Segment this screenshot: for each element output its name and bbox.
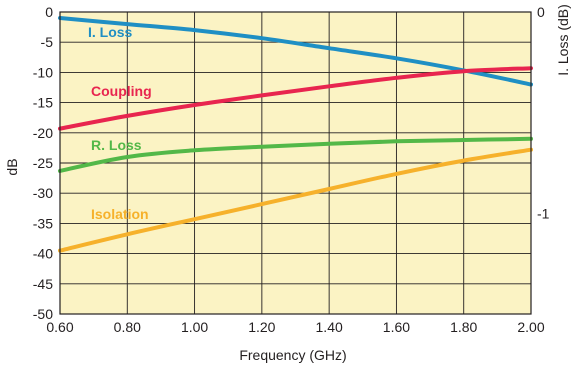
x-axis-ticks: 0.60 0.80 1.00 1.20 1.40 1.60 1.80 2.00 bbox=[46, 319, 544, 335]
x-tick-label: 1.40 bbox=[316, 319, 343, 335]
y-tick-label: -10 bbox=[33, 64, 53, 80]
y-tick-label: -50 bbox=[33, 306, 53, 322]
x-tick-label: 1.00 bbox=[181, 319, 208, 335]
x-tick-label: 0.80 bbox=[114, 319, 141, 335]
series-label-coupling: Coupling bbox=[91, 83, 152, 99]
series-label-r-loss: R. Loss bbox=[91, 137, 142, 153]
y-tick-label: -15 bbox=[33, 95, 53, 111]
series-lines bbox=[58, 16, 533, 253]
y-tick-label: -30 bbox=[33, 185, 53, 201]
plot-frame bbox=[59, 11, 532, 315]
series-line-coupling bbox=[58, 66, 533, 131]
y-tick-label: -25 bbox=[33, 155, 53, 171]
y-axis-ticks: 0 -5 -10 -15 -20 -25 -30 -35 -40 -45 -50 bbox=[33, 4, 53, 322]
y2-axis-ticks: 0 -1 bbox=[537, 4, 550, 221]
series-line-i-loss bbox=[58, 16, 533, 87]
series-labels: I. Loss Coupling R. Loss Isolation bbox=[88, 24, 152, 222]
y-tick-label: -45 bbox=[33, 276, 53, 292]
x-tick-label: 1.80 bbox=[450, 319, 477, 335]
series-line-isolation bbox=[58, 147, 533, 253]
y-tick-label: -5 bbox=[41, 34, 54, 50]
y-tick-label: 0 bbox=[45, 4, 53, 20]
y-tick-label: -35 bbox=[33, 215, 53, 231]
x-tick-label: 1.20 bbox=[248, 319, 275, 335]
y-tick-label: -20 bbox=[33, 125, 53, 141]
y2-tick-label: -1 bbox=[537, 205, 550, 221]
x-tick-label: 1.60 bbox=[383, 319, 410, 335]
series-label-isolation: Isolation bbox=[91, 206, 149, 222]
x-tick-label: 2.00 bbox=[517, 319, 544, 335]
x-tick-label: 0.60 bbox=[46, 319, 73, 335]
y-axis-title: dB bbox=[4, 158, 20, 175]
series-label-i-loss: I. Loss bbox=[88, 24, 133, 40]
y-tick-label: -40 bbox=[33, 246, 53, 262]
y2-tick-label: 0 bbox=[537, 4, 545, 20]
y2-axis-title: I. Loss (dB) bbox=[555, 4, 571, 76]
series-line-r-loss bbox=[58, 136, 533, 173]
x-axis-title: Frequency (GHz) bbox=[239, 347, 346, 363]
